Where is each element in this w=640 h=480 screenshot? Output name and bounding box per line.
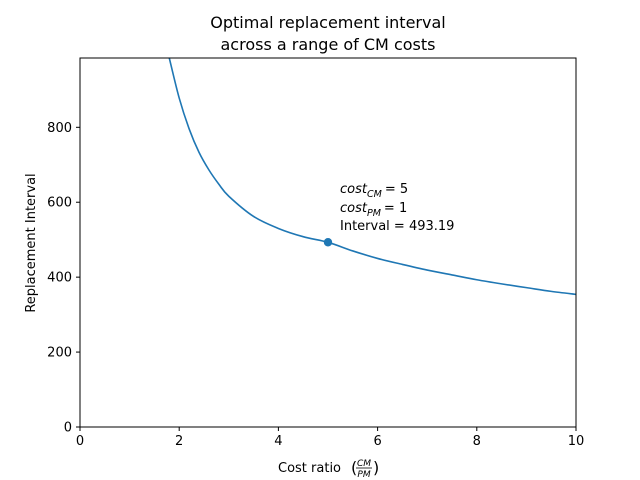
chart-title-line1: Optimal replacement interval: [210, 13, 445, 32]
plot-area: [79, 57, 577, 428]
x-tick-label: 8: [473, 434, 481, 449]
y-axis-ticks: 0 200 400 600 800: [47, 121, 80, 436]
x-axis-label-text: Cost ratio: [278, 461, 341, 476]
x-tick-label: 0: [76, 434, 84, 449]
x-tick-label: 2: [175, 434, 183, 449]
series-line: [168, 58, 576, 296]
x-tick-label: 6: [373, 434, 381, 449]
y-tick-label: 600: [47, 196, 72, 211]
highlight-point: [323, 238, 333, 247]
annotation-line-cost-pm: costPM = 1: [340, 201, 407, 219]
x-axis-label: Cost ratio ( CM PM ): [278, 458, 379, 480]
point-annotation: costCM = 5 costPM = 1 Interval = 493.19: [340, 182, 454, 234]
plot-frame: [79, 57, 577, 428]
y-axis-label: Replacement Interval: [24, 173, 39, 312]
y-tick-label: 400: [47, 271, 72, 286]
series-layer: [168, 58, 576, 296]
y-tick-label: 200: [47, 346, 72, 361]
chart-title-line2: across a range of CM costs: [221, 35, 436, 54]
x-axis-label-denominator: PM: [357, 470, 370, 480]
x-tick-label: 10: [568, 434, 585, 449]
annotation-line-interval: Interval = 493.19: [340, 219, 454, 234]
x-axis-ticks: 0 2 4 6 8 10: [76, 427, 584, 449]
y-tick-label: 0: [64, 421, 72, 436]
x-axis-label-paren-open: (: [351, 458, 357, 477]
x-axis-label-numerator: CM: [357, 459, 371, 469]
y-tick-label: 800: [47, 121, 72, 136]
annotation-line-cost-cm: costCM = 5: [340, 182, 408, 200]
x-tick-label: 4: [274, 434, 282, 449]
x-axis-label-paren-close: ): [373, 458, 379, 477]
